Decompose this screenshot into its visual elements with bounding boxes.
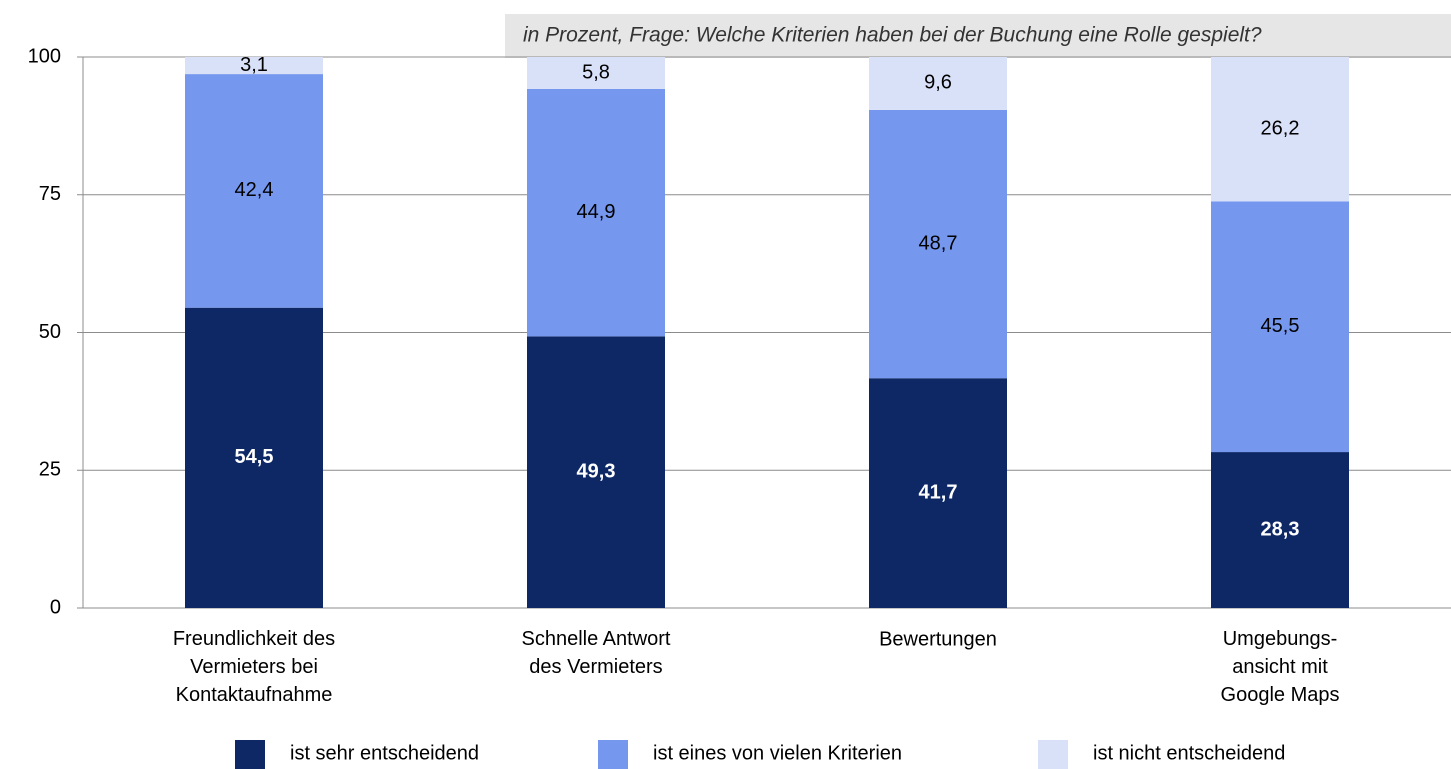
- y-tick-label: 25: [39, 459, 61, 481]
- bar-segment: [185, 307, 323, 608]
- value-label: 3,1: [240, 54, 268, 76]
- bar-segment: [527, 57, 665, 89]
- bar-segment: [869, 378, 1007, 608]
- y-tick-label: 50: [39, 321, 61, 343]
- value-label: 45,5: [1261, 315, 1300, 337]
- bar-segment: [869, 57, 1007, 110]
- value-label: 48,7: [919, 232, 958, 254]
- x-tick-label: Schnelle Antwort des Vermieters: [522, 628, 671, 678]
- y-tick-label: 75: [39, 183, 61, 205]
- legend-swatch: [598, 740, 628, 769]
- x-tick-label: Bewertungen: [879, 628, 997, 650]
- value-label: 42,4: [235, 179, 274, 201]
- value-label: 28,3: [1261, 518, 1300, 540]
- y-tick-label: 100: [28, 45, 61, 67]
- title-box: [505, 14, 1451, 58]
- bar-segment: [869, 109, 1007, 379]
- bar-segment: [185, 74, 323, 308]
- x-tick-label: Umgebungs-ansicht mit Google Maps: [1221, 628, 1340, 706]
- chart-title: in Prozent, Frage: Welche Kriterien habe…: [523, 24, 1262, 47]
- bar-segment: [1211, 57, 1349, 202]
- y-tick-label: 0: [50, 596, 61, 618]
- bar-segment: [527, 88, 665, 337]
- legend-swatch: [1038, 740, 1068, 769]
- legend-label: ist eines von vielen Kriterien: [653, 742, 902, 764]
- value-label: 41,7: [919, 481, 958, 503]
- value-label: 54,5: [235, 446, 274, 468]
- bar-segment: [1211, 201, 1349, 453]
- legend-label: ist sehr entscheidend: [290, 742, 479, 764]
- value-label: 9,6: [924, 72, 952, 94]
- value-label: 26,2: [1261, 117, 1300, 139]
- x-tick-label: Freundlichkeit des Vermieters bei Kontakta…: [173, 628, 335, 706]
- bar-segment: [1211, 452, 1349, 608]
- value-label: 44,9: [577, 201, 616, 223]
- bar-segment: [527, 336, 665, 608]
- legend-label: ist nicht entscheidend: [1093, 742, 1285, 764]
- legend-swatch: [235, 740, 265, 769]
- value-label: 49,3: [577, 460, 616, 482]
- value-label: 5,8: [582, 61, 610, 83]
- bar-segment: [185, 57, 323, 75]
